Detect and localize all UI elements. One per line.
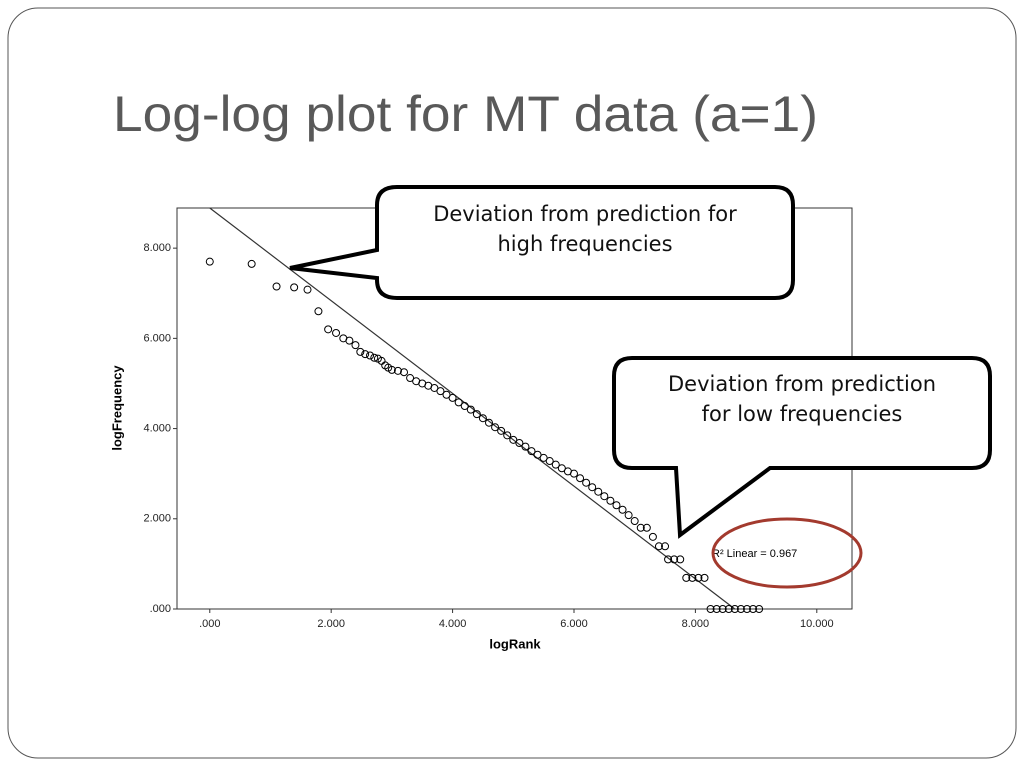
slide-title: Log-log plot for MT data (a=1) [113, 86, 818, 142]
point [618, 505, 627, 514]
point [648, 532, 657, 541]
point [527, 447, 536, 456]
point [491, 423, 500, 432]
callout-box [289, 185, 795, 300]
y-axis-label: logFrequency [109, 365, 124, 451]
point [361, 350, 370, 359]
point [706, 605, 715, 613]
point [654, 542, 663, 551]
point [478, 414, 487, 423]
point [576, 474, 585, 483]
point [366, 351, 375, 360]
point [345, 336, 354, 345]
point [303, 285, 312, 294]
y-tick-label: 4.000 [143, 422, 171, 434]
callout-text: high frequencies [497, 232, 672, 256]
x-tick-label: 8.000 [682, 618, 710, 630]
point [356, 347, 365, 356]
point [290, 283, 299, 292]
point [393, 366, 402, 375]
plot [205, 207, 764, 613]
point [533, 450, 542, 459]
point [670, 555, 679, 564]
y-tick-label: 2.000 [143, 513, 171, 525]
point [712, 605, 721, 613]
x-tick-label: 6.000 [560, 618, 588, 630]
point [539, 453, 548, 462]
point [497, 426, 506, 435]
point [205, 257, 214, 266]
point [736, 605, 745, 613]
point [718, 605, 727, 613]
point [664, 555, 673, 564]
fit-line [209, 207, 736, 610]
point [460, 402, 469, 411]
y-tick-label: 6.000 [143, 332, 171, 344]
point [314, 307, 323, 316]
y-tick-label: .000 [150, 603, 171, 615]
fit-label: R² Linear = 0.967 [712, 548, 797, 560]
point [551, 460, 560, 469]
point [636, 523, 645, 532]
point [442, 390, 451, 399]
point [466, 405, 475, 414]
point [624, 511, 633, 520]
point [387, 365, 396, 374]
callout-text: Deviation from prediction for [433, 202, 737, 226]
point [630, 517, 639, 526]
point [676, 555, 685, 564]
point [503, 431, 512, 440]
point [694, 573, 703, 582]
highlight-ellipse [711, 517, 863, 589]
x-tick-label: 10.000 [800, 618, 834, 630]
point [569, 469, 578, 478]
point [606, 496, 615, 505]
point [272, 282, 281, 291]
point [472, 410, 481, 419]
point [661, 542, 670, 551]
point [247, 259, 256, 268]
point [724, 605, 733, 613]
point [324, 325, 333, 334]
callout-box [612, 356, 992, 539]
point [612, 501, 621, 510]
point [332, 328, 341, 337]
x-tick-label: 2.000 [317, 618, 345, 630]
point [582, 478, 591, 487]
point [436, 387, 445, 396]
point [688, 573, 697, 582]
point [370, 353, 379, 362]
point [485, 418, 494, 427]
point [700, 573, 709, 582]
point [448, 393, 457, 402]
point [515, 439, 524, 448]
point [557, 464, 566, 473]
point [545, 457, 554, 466]
point [742, 605, 751, 613]
point [400, 368, 409, 377]
point [749, 605, 758, 613]
point [682, 573, 691, 582]
callout-text: Deviation from prediction [668, 372, 936, 396]
point [509, 435, 518, 444]
point [600, 492, 609, 501]
y-tick-label: 8.000 [143, 242, 171, 254]
point [588, 483, 597, 492]
point [594, 487, 603, 496]
point [755, 605, 764, 613]
x-tick-label: 4.000 [439, 618, 467, 630]
x-tick-label: .000 [199, 618, 220, 630]
point [642, 523, 651, 532]
point [521, 442, 530, 451]
point [406, 374, 415, 383]
callout-text: for low frequencies [702, 402, 903, 426]
x-axis-label: logRank [489, 636, 541, 651]
point [454, 398, 463, 407]
point [351, 341, 360, 350]
point [730, 605, 739, 613]
point [430, 383, 439, 392]
